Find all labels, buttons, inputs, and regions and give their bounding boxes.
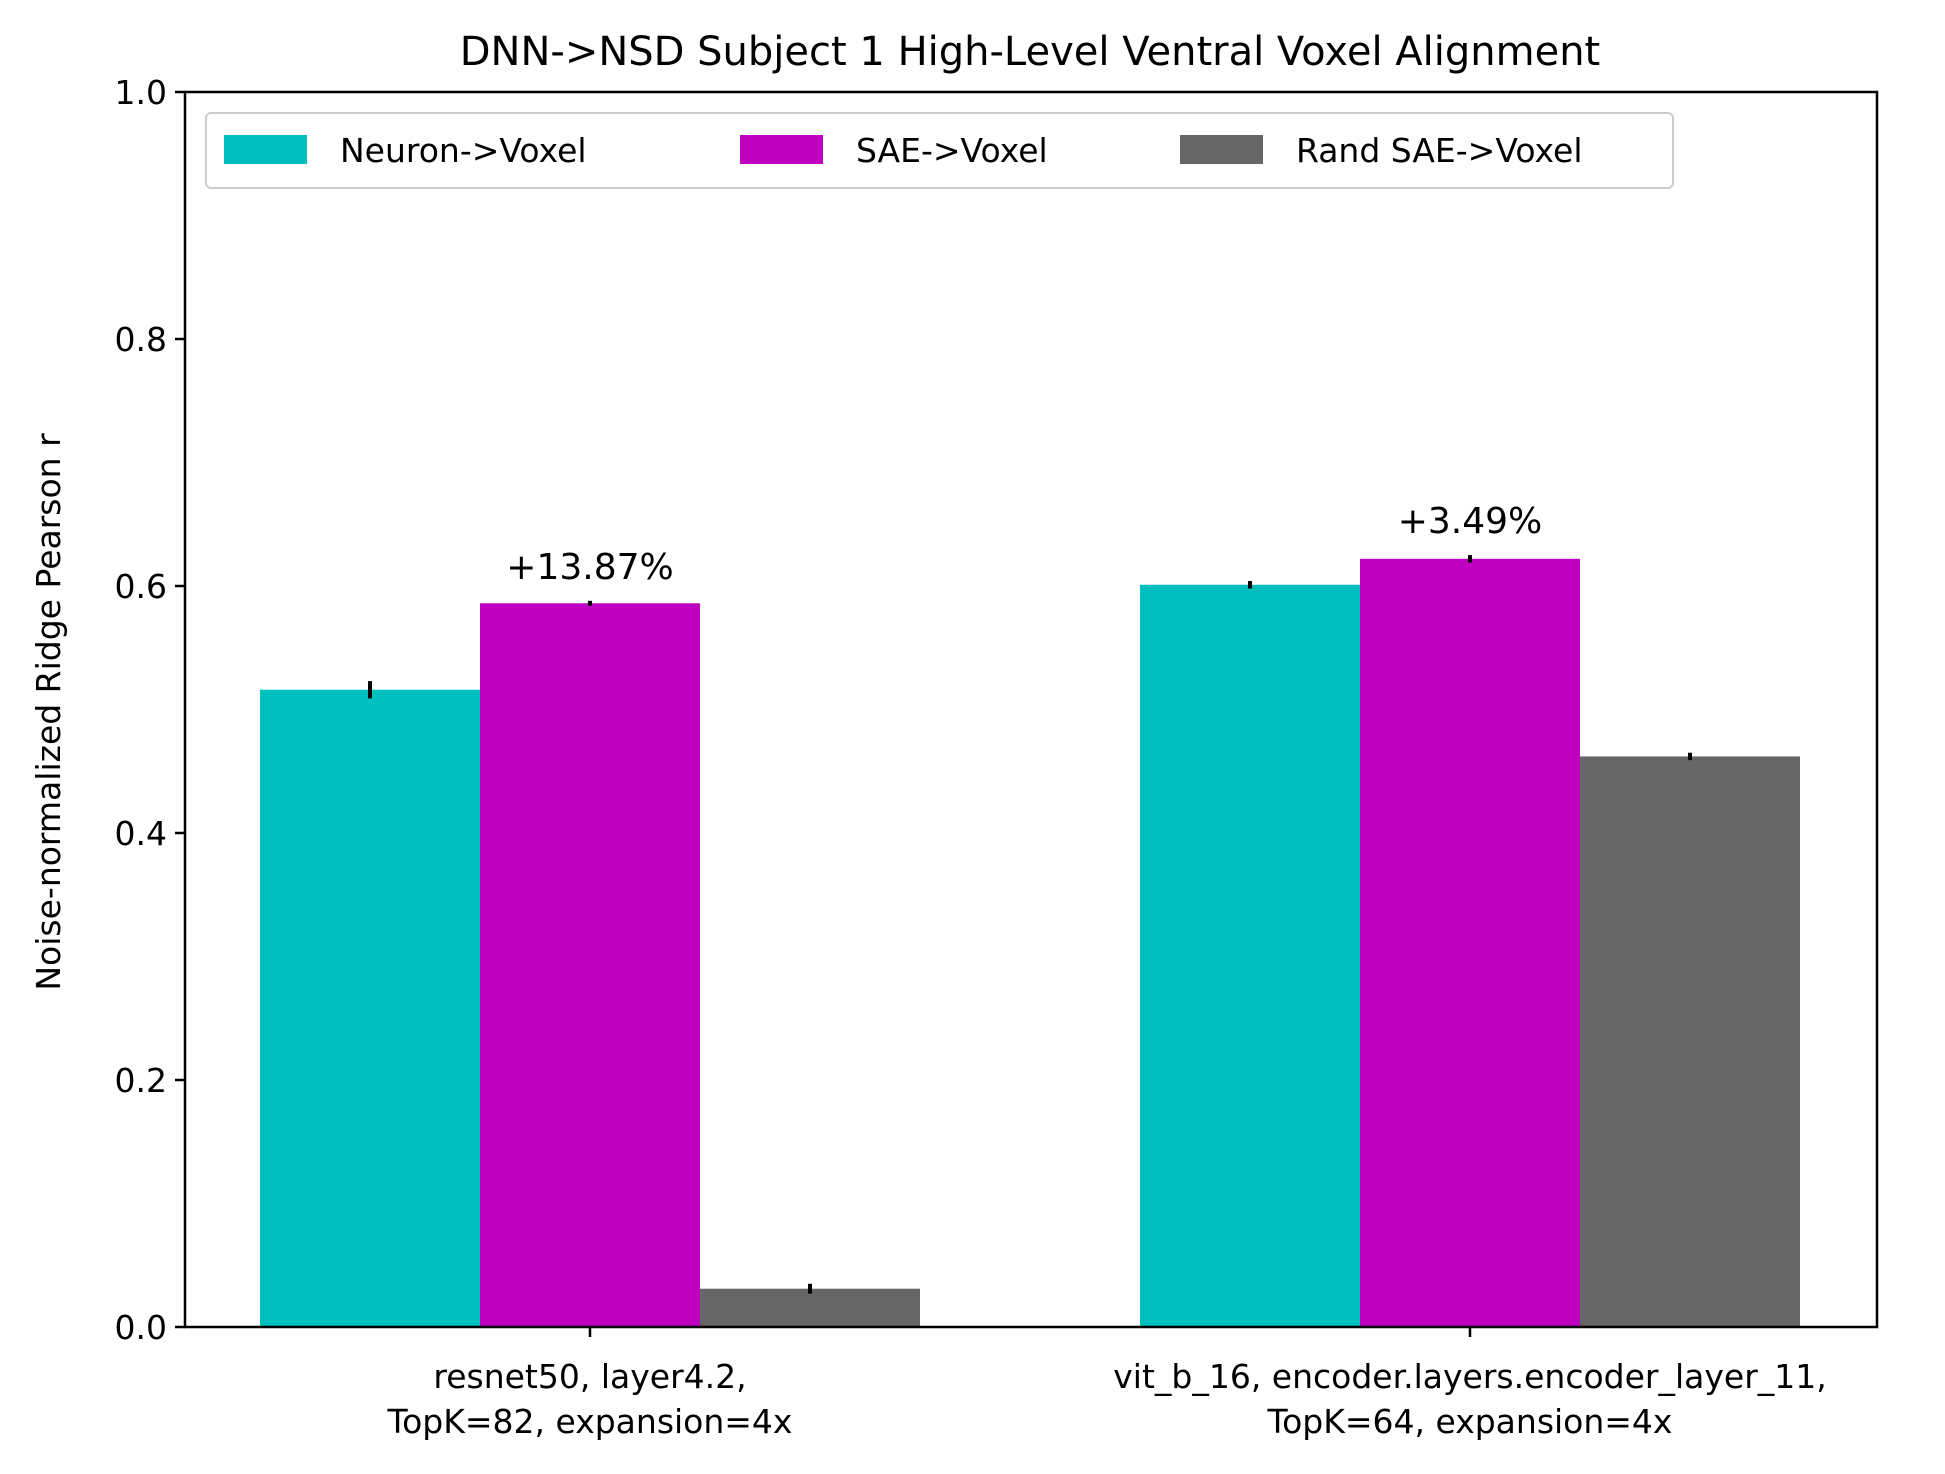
y-tick-label: 0.4 <box>115 814 167 853</box>
x-tick-label: vit_b_16, encoder.layers.encoder_layer_1… <box>1113 1357 1827 1396</box>
legend-frame <box>205 112 1674 189</box>
bar-2-1 <box>480 603 700 1327</box>
y-tick-label: 1.0 <box>115 73 167 112</box>
bar-annotation: +3.49% <box>1398 501 1543 542</box>
x-tick-label: TopK=82, expansion=4x <box>387 1402 793 1441</box>
bar-1-2 <box>1140 584 1360 1327</box>
bar-3-2 <box>1580 756 1800 1327</box>
y-tick-label: 0.2 <box>115 1061 167 1100</box>
y-tick-label: 0.6 <box>115 567 167 606</box>
bar-3-1 <box>700 1288 920 1327</box>
axes-frame <box>183 90 1879 1329</box>
plot-area: 0.0 0.2 0.4 0.6 0.8 1.0 +13.87% +3.49% resnet50,… <box>115 73 1827 1441</box>
legend-label: Rand SAE->Voxel <box>1296 131 1583 170</box>
legend-swatch <box>224 135 307 164</box>
legend-swatch <box>740 135 823 164</box>
bar-annotation: +13.87% <box>506 547 673 588</box>
x-tick-label: resnet50, layer4.2, <box>433 1357 746 1396</box>
x-tick-label: TopK=64, expansion=4x <box>1267 1402 1673 1441</box>
bar-2-2 <box>1360 558 1580 1327</box>
legend-label: Neuron->Voxel <box>340 131 587 170</box>
legend-label: SAE->Voxel <box>856 131 1048 170</box>
y-tick-label: 0.0 <box>115 1308 167 1347</box>
legend-swatch <box>1180 135 1263 164</box>
bar-1-1 <box>260 689 480 1327</box>
y-axis-label: Noise-normalized Ridge Pearson r <box>29 433 68 991</box>
chart-title: DNN->NSD Subject 1 High-Level Ventral Vo… <box>460 29 1601 75</box>
y-tick-label: 0.8 <box>115 320 167 359</box>
legend: Neuron->Voxel SAE->Voxel Rand SAE->Voxel <box>205 112 1674 189</box>
